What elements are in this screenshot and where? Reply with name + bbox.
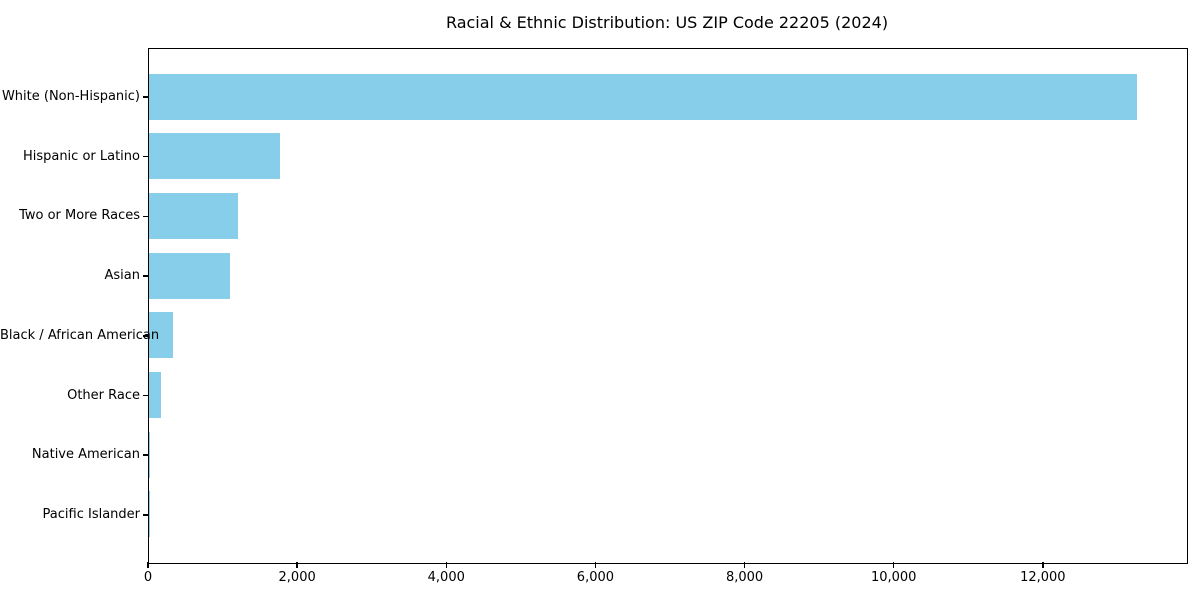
bar-other-race: [149, 372, 162, 418]
y-tick-mark: [142, 215, 148, 218]
x-axis-tick-label: 12,000: [1020, 570, 1066, 585]
y-tick-mark: [142, 454, 148, 456]
y-tick-mark: [142, 275, 148, 277]
y-axis-label: Pacific Islander: [42, 506, 140, 522]
x-tick-mark: [1042, 562, 1044, 568]
bar-black-african-american: [149, 312, 174, 359]
y-tick-mark: [142, 514, 148, 516]
x-axis-tick-label: 10,000: [870, 570, 917, 585]
y-axis-label: Native American: [31, 447, 140, 463]
y-tick-mark: [142, 335, 148, 337]
bar-native-american: [149, 431, 150, 478]
x-tick-mark: [147, 562, 149, 568]
y-tick-mark: [142, 96, 148, 98]
y-axis-label: Two or More Races: [19, 208, 140, 224]
plot-area: [148, 48, 1188, 564]
y-axis-label: Other Race: [67, 387, 140, 403]
y-tick-mark: [142, 155, 148, 158]
y-axis-label: Black / African American: [0, 327, 160, 343]
x-axis-tick-label: 6,000: [576, 570, 615, 585]
x-axis-tick-label: 8,000: [725, 570, 764, 585]
y-axis-label: White (Non-Hispanic): [1, 89, 140, 104]
x-axis-tick-label: 2,000: [278, 570, 316, 585]
x-axis-tick-label: 4,000: [427, 570, 465, 585]
x-tick-mark: [445, 562, 448, 568]
chart-title: Racial & Ethnic Distribution: US ZIP Cod…: [445, 13, 889, 32]
x-axis-tick-label: 0: [143, 570, 153, 585]
y-axis-label: Asian: [104, 268, 140, 284]
x-tick-mark: [296, 562, 298, 568]
y-tick-mark: [142, 394, 148, 397]
y-axis-label: Hispanic or Latino: [22, 148, 140, 164]
x-tick-mark: [743, 562, 746, 568]
bar-white-non-hispanic-: [149, 73, 1138, 120]
bar-two-or-more-races: [149, 192, 238, 239]
x-tick-mark: [892, 562, 895, 568]
bar-hispanic-or-latino: [149, 133, 281, 180]
bar-asian: [149, 252, 230, 299]
x-tick-mark: [594, 562, 597, 568]
